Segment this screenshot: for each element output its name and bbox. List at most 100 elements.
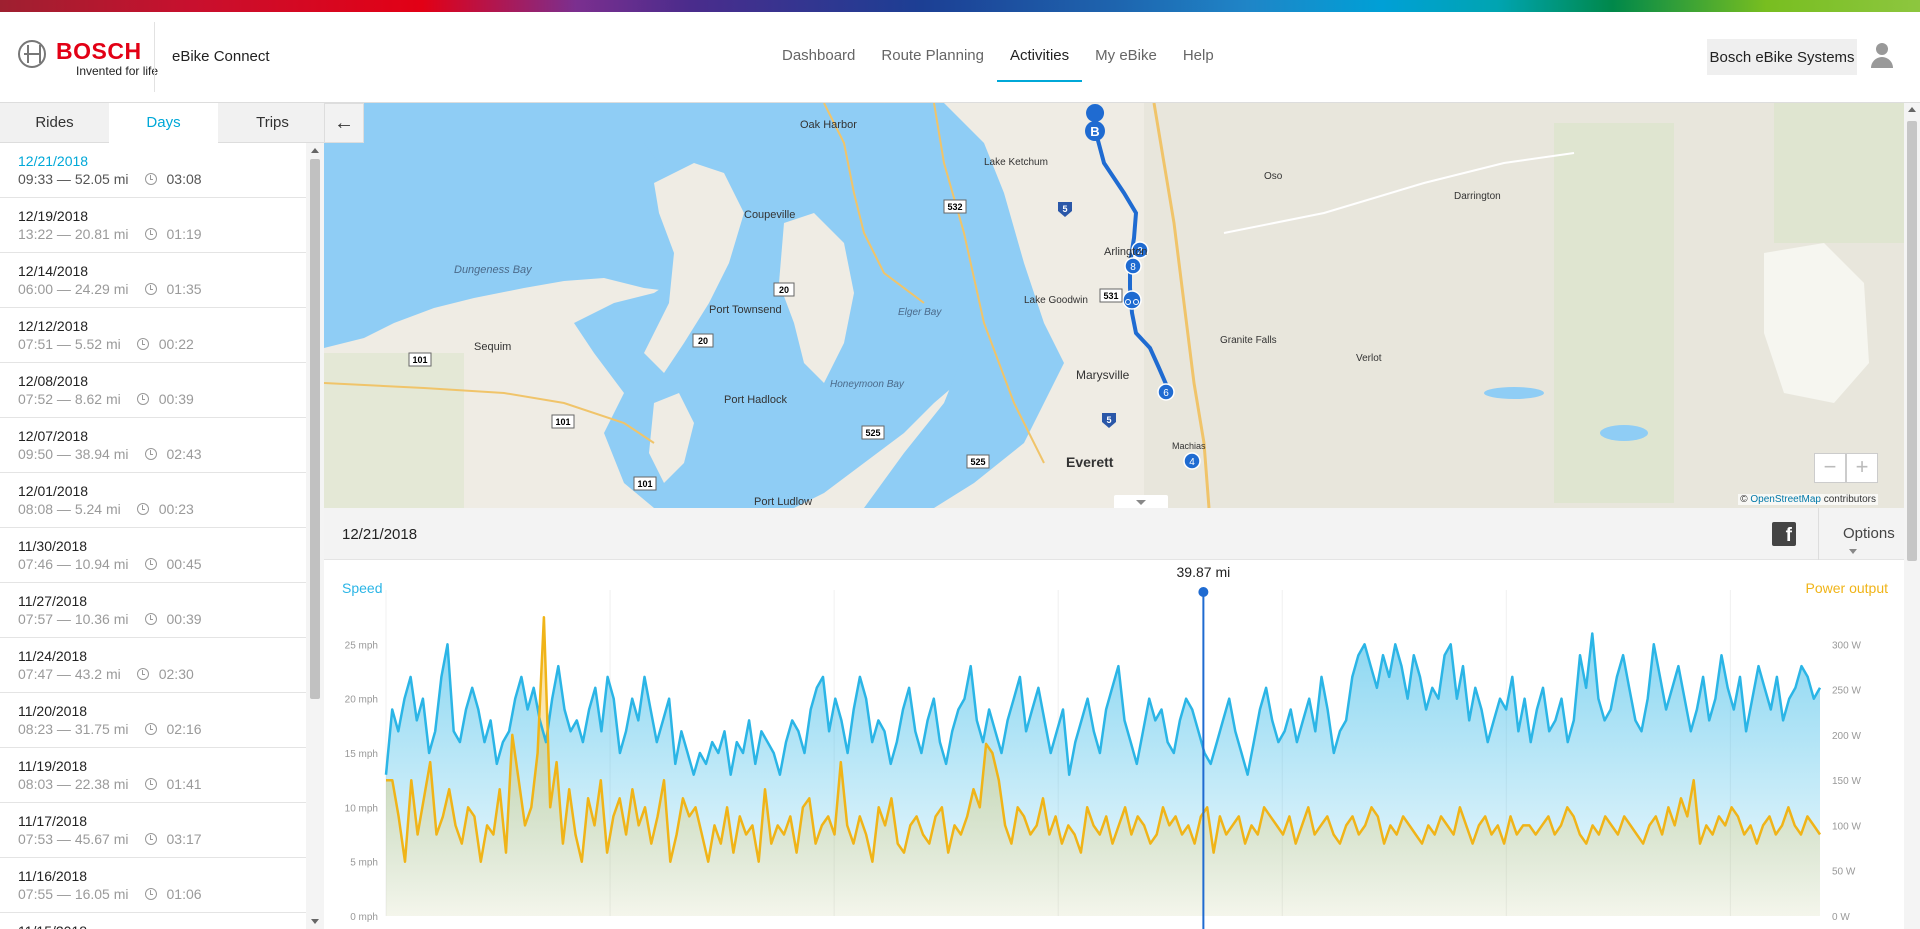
road-interstate-5 [1152,103,1211,508]
ride-chart[interactable]: 0 mph 5 mph 10 mph 15 mph 20 mph 25 mph 0 W 50 … [324,560,1904,929]
clock-icon [144,833,157,845]
day-duration: 02:30 [158,666,194,682]
place-label: Port Hadlock [724,394,787,406]
day-date: 12/12/2018 [18,318,89,334]
osm-link[interactable]: OpenStreetMap [1750,494,1821,505]
zoom-out-button[interactable]: − [1814,453,1846,483]
day-list-item[interactable]: 12/08/2018 07:52 — 8.62 mi 00:39 [0,363,306,418]
back-arrow-icon[interactable]: ← [324,103,364,143]
tab-rides[interactable]: Rides [0,103,109,143]
road-state-525 [933,103,1045,464]
nav-my-ebike[interactable]: My eBike [1095,47,1157,64]
svg-text:5: 5 [1106,415,1111,425]
facebook-share-icon[interactable]: f [1772,522,1796,546]
day-summary: 08:03 — 22.38 mi 01:41 [18,775,306,793]
day-list-item[interactable]: 11/16/2018 07:55 — 16.05 mi 01:06 [0,858,306,913]
scroll-up-icon[interactable] [311,148,319,153]
scroll-down-icon[interactable] [311,919,319,924]
day-start-distance: 07:51 — 5.52 mi [18,336,121,352]
zoom-in-button[interactable]: + [1846,453,1878,483]
svg-text:2: 2 [1137,246,1143,257]
nav-dashboard[interactable]: Dashboard [782,47,856,64]
place-label: Oak Harbor [800,119,857,131]
distance-cursor-label: 39.87 mi [1177,564,1231,580]
place-label: Port Townsend [709,304,782,316]
page-scroll-thumb[interactable] [1907,121,1917,561]
day-summary: 07:57 — 10.36 mi 00:39 [18,610,306,628]
clock-icon [144,228,157,240]
place-label: Verlot [1356,353,1382,364]
chart-canvas[interactable]: 0 mph 5 mph 10 mph 15 mph 20 mph 25 mph 0 W 50 … [324,560,1904,929]
lake-2 [1600,425,1648,441]
nav-help[interactable]: Help [1182,47,1214,64]
day-duration: 00:22 [158,336,194,352]
svg-text:6: 6 [1163,388,1169,399]
scroll-up-icon[interactable] [1908,107,1916,112]
marrowstone-island [649,393,694,483]
day-list-item[interactable]: 12/19/2018 13:22 — 20.81 mi 01:19 [0,198,306,253]
route-marker-8[interactable]: 8 [1124,257,1142,275]
route-marker-bike-icon[interactable] [1122,290,1142,310]
map-canvas[interactable]: B 2 8 6 4 532 5 531 20 20 101 101 101 52… [324,103,1904,508]
road-shield: 525 [966,454,990,469]
activity-sidebar: Rides Days Trips 12/21/2018 09:33 — 52.05… [0,103,327,929]
ride-route[interactable] [1094,131,1171,393]
day-list-item[interactable]: 11/15/2018 [0,913,306,929]
forest-area-3 [324,353,464,508]
svg-text:532: 532 [947,202,962,212]
brand-tagline: Invented for life [76,64,159,78]
tab-days[interactable]: Days [109,103,218,143]
distance-cursor-handle[interactable] [1198,587,1209,597]
svg-text:4: 4 [1189,457,1195,468]
day-list-item[interactable]: 12/14/2018 06:00 — 24.29 mi 01:35 [0,253,306,308]
user-icon[interactable] [1870,42,1894,70]
account-button[interactable]: Bosch eBike Systems [1707,39,1857,75]
day-summary: 07:51 — 5.52 mi 00:22 [18,335,306,353]
day-list-item[interactable]: 11/20/2018 08:23 — 31.75 mi 02:16 [0,693,306,748]
power-tick-label: 250 W [1832,686,1861,697]
svg-text:20: 20 [779,285,789,295]
road-shield: 525 [861,425,885,440]
day-list-item[interactable]: 11/17/2018 07:53 — 45.67 mi 03:17 [0,803,306,858]
power-line [386,615,1822,863]
day-date: 12/19/2018 [18,208,89,224]
forest-area-2 [1774,103,1904,243]
day-list-item[interactable]: 12/12/2018 07:51 — 5.52 mi 00:22 [0,308,306,363]
day-list-item[interactable]: 11/27/2018 07:57 — 10.36 mi 00:39 [0,583,306,638]
place-label: Machias [1172,441,1206,451]
road-shield: 101 [408,352,432,367]
day-date: 11/20/2018 [18,703,88,719]
day-list-item[interactable]: 12/01/2018 08:08 — 5.24 mi 00:23 [0,473,306,528]
sidebar-scroll-thumb[interactable] [310,159,320,699]
map-collapse-handle[interactable] [1114,495,1168,508]
day-list-item[interactable]: 11/19/2018 08:03 — 22.38 mi 01:41 [0,748,306,803]
page-scrollbar[interactable] [1904,103,1920,929]
route-marker-6[interactable]: 6 [1157,383,1175,401]
place-label: Lake Goodwin [1024,295,1088,306]
svg-text:525: 525 [865,428,880,438]
nav-route-planning[interactable]: Route Planning [881,47,984,64]
route-marker-b[interactable]: B [1085,104,1105,141]
tab-trips[interactable]: Trips [218,103,327,143]
sidebar-scrollbar[interactable] [306,143,324,929]
road-shield: 5 [1102,413,1116,428]
route-marker-2[interactable]: 2 [1131,241,1149,259]
day-list-item[interactable]: 11/24/2018 07:47 — 43.2 mi 02:30 [0,638,306,693]
day-list-item[interactable]: 11/30/2018 07:46 — 10.94 mi 00:45 [0,528,306,583]
route-marker-4[interactable]: 4 [1183,452,1201,470]
nav-activities[interactable]: Activities [996,12,1083,82]
place-label: Lake Ketchum [984,157,1048,168]
clock-icon [144,558,157,570]
bosch-logo[interactable]: BOSCH Invented for life [18,38,158,78]
route-map[interactable]: B 2 8 6 4 532 5 531 20 20 101 101 101 52… [324,103,1904,508]
day-list-item[interactable]: 12/21/2018 09:33 — 52.05 mi 03:08 [0,143,306,198]
day-date: 11/17/2018 [18,813,88,829]
svg-text:101: 101 [555,417,570,427]
day-list-item[interactable]: 12/07/2018 09:50 — 38.94 mi 02:43 [0,418,306,473]
power-tick-label: 0 W [1832,912,1850,923]
options-dropdown[interactable]: Options [1818,508,1904,560]
place-label: Arlington [1104,246,1147,258]
day-date: 11/16/2018 [18,868,88,884]
clock-icon [144,173,157,185]
header: BOSCH Invented for life eBike Connect Da… [0,12,1920,103]
